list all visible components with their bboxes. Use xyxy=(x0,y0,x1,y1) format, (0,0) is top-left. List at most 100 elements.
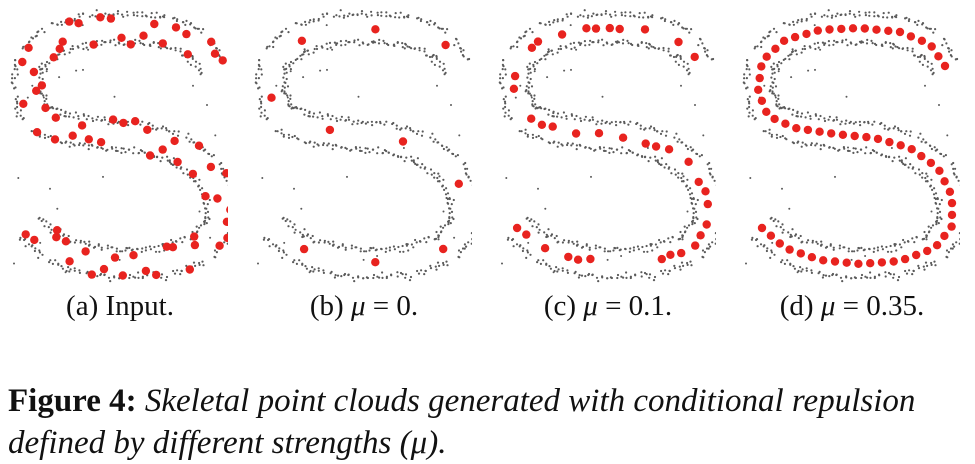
surface-point xyxy=(151,12,153,14)
surface-point xyxy=(754,47,756,49)
surface-point xyxy=(129,274,131,276)
surface-point xyxy=(504,68,506,70)
surface-point xyxy=(74,267,76,269)
skeletal-point xyxy=(652,142,660,150)
surface-point xyxy=(378,42,380,44)
surface-point xyxy=(182,172,184,174)
surface-point xyxy=(925,236,927,238)
surface-point xyxy=(451,211,453,213)
surface-point xyxy=(131,249,133,251)
surface-point xyxy=(159,16,161,18)
surface-point xyxy=(421,135,423,137)
surface-point xyxy=(138,40,140,42)
surface-point xyxy=(204,149,206,151)
surface-point xyxy=(264,109,266,111)
surface-point xyxy=(804,48,806,50)
outlier-point xyxy=(778,70,780,72)
skeletal-point xyxy=(912,251,920,259)
surface-point xyxy=(743,82,745,84)
surface-point xyxy=(689,187,691,189)
surface-point xyxy=(584,9,586,11)
surface-point xyxy=(501,87,503,89)
skeletal-point xyxy=(897,141,905,149)
surface-point xyxy=(641,275,643,277)
surface-point xyxy=(893,44,895,46)
skeletal-point xyxy=(641,25,649,33)
surface-point xyxy=(416,270,418,272)
surface-point xyxy=(925,141,927,143)
surface-point xyxy=(329,243,331,245)
surface-point xyxy=(453,44,455,46)
surface-point xyxy=(857,247,859,249)
skeletal-point xyxy=(131,117,139,125)
surface-point xyxy=(878,15,880,17)
surface-point xyxy=(623,122,625,124)
surface-point xyxy=(296,22,298,24)
surface-point xyxy=(843,146,845,148)
surface-point xyxy=(31,130,33,132)
surface-point xyxy=(810,13,812,15)
surface-point xyxy=(715,243,716,245)
surface-point xyxy=(306,268,308,270)
surface-point xyxy=(451,203,453,205)
skeletal-point xyxy=(595,129,603,137)
surface-point xyxy=(529,63,531,65)
surface-point xyxy=(592,119,594,121)
surface-point xyxy=(760,46,762,48)
surface-point xyxy=(537,259,539,261)
surface-point xyxy=(939,211,941,213)
surface-point xyxy=(681,262,683,264)
surface-point xyxy=(675,174,677,176)
surface-point xyxy=(431,174,433,176)
surface-point xyxy=(669,54,671,56)
surface-point xyxy=(447,223,449,225)
surface-point xyxy=(41,220,43,222)
surface-point xyxy=(385,251,387,253)
surface-point xyxy=(912,168,914,170)
surface-point xyxy=(363,250,365,252)
surface-point xyxy=(227,243,228,245)
surface-point xyxy=(343,15,345,17)
surface-point xyxy=(154,16,156,18)
surface-point xyxy=(174,273,176,275)
surface-point xyxy=(873,247,875,249)
surface-point xyxy=(596,14,598,16)
surface-point xyxy=(222,168,224,170)
surface-point xyxy=(78,118,80,120)
surface-point xyxy=(802,268,804,270)
surface-point xyxy=(189,141,191,143)
surface-point xyxy=(281,257,283,259)
surface-point xyxy=(675,133,677,135)
surface-point xyxy=(326,43,328,45)
surface-point xyxy=(107,247,109,249)
surface-point xyxy=(868,11,870,13)
surface-point xyxy=(20,115,22,117)
surface-point xyxy=(377,12,379,14)
surface-point xyxy=(285,63,287,65)
surface-point xyxy=(100,44,102,46)
surface-point xyxy=(318,270,320,272)
surface-point xyxy=(952,168,954,170)
surface-point xyxy=(597,121,599,123)
surface-point xyxy=(282,77,284,79)
surface-point xyxy=(678,238,680,240)
surface-point xyxy=(806,144,808,146)
surface-point xyxy=(839,123,841,125)
surface-point xyxy=(401,42,403,44)
surface-point xyxy=(91,144,93,146)
surface-point xyxy=(173,130,175,132)
surface-point xyxy=(603,150,605,152)
outlier-point xyxy=(570,69,572,71)
skeletal-point xyxy=(861,24,869,32)
surface-point xyxy=(789,264,791,266)
surface-point xyxy=(894,125,896,127)
skeletal-point xyxy=(119,119,127,127)
surface-point xyxy=(508,109,510,111)
surface-point xyxy=(366,16,368,18)
surface-point xyxy=(540,58,542,60)
surface-point xyxy=(340,275,342,277)
surface-point xyxy=(260,112,262,114)
surface-point xyxy=(405,127,407,129)
surface-point xyxy=(356,123,358,125)
surface-point xyxy=(830,245,832,247)
